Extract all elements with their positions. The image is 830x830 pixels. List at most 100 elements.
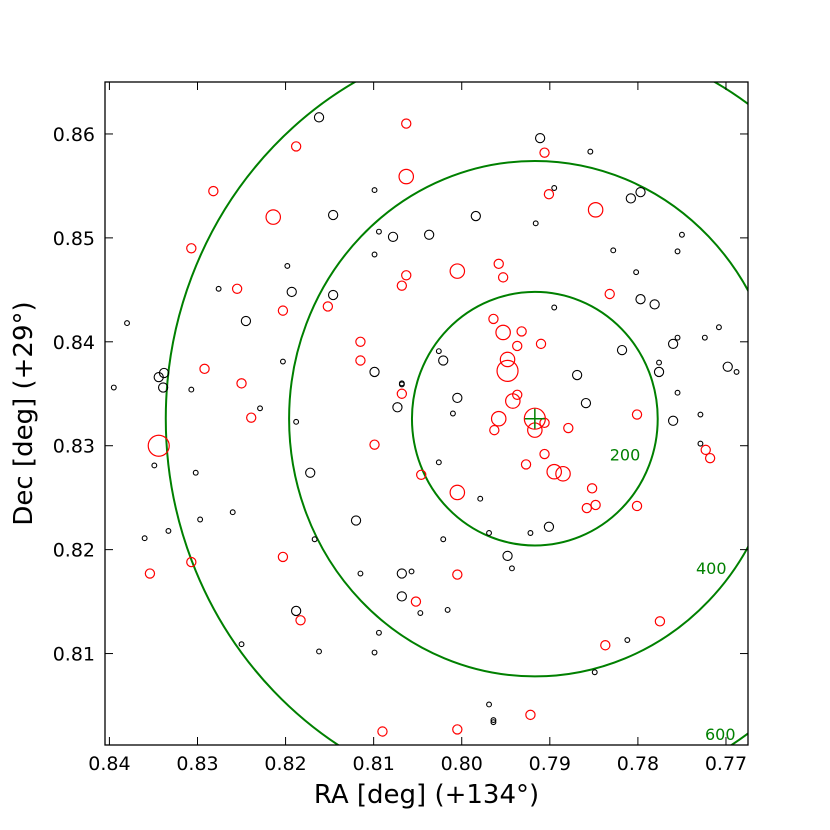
data-point-0-45: [147, 434, 170, 457]
ring-labels: 200 400 600: [610, 446, 736, 744]
data-point-0-40: [231, 283, 243, 294]
data-point-0-48: [277, 551, 289, 563]
data-point-1-18: [286, 286, 297, 298]
data-point-1-24: [313, 112, 325, 123]
data-point-0-36: [290, 141, 302, 152]
data-point-0-46: [144, 568, 156, 579]
x-tick-label: 0.79: [529, 753, 571, 775]
aperture-rings: [164, 82, 748, 745]
data-point-1-22: [311, 536, 318, 543]
data-point-0-44: [199, 363, 210, 375]
data-point-0-25: [449, 484, 466, 501]
data-point-1-62: [543, 521, 555, 532]
data-point-1-23: [316, 648, 322, 655]
data-point-1-55: [490, 717, 497, 724]
data-point-1-83: [678, 231, 685, 238]
data-point-1-76: [656, 359, 662, 366]
x-tick-label: 0.84: [88, 753, 130, 775]
data-point-1-10: [197, 516, 204, 523]
data-point-1-70: [624, 637, 631, 643]
data-point-1-88: [722, 361, 733, 372]
data-point-0-13: [546, 463, 563, 480]
data-point-0-39: [246, 412, 257, 423]
data-point-0-38: [277, 305, 289, 316]
ring-label-200: 200: [610, 446, 641, 465]
ring-400: [288, 160, 748, 678]
data-point-0-26: [398, 168, 415, 185]
data-point-1-7: [165, 527, 172, 534]
data-point-1-9: [192, 469, 199, 476]
data-point-1-26: [327, 209, 339, 221]
data-point-0-37: [265, 209, 282, 225]
x-axis-label: RA [deg] (+134°): [314, 780, 539, 810]
data-point-0-41: [236, 378, 247, 389]
data-point-0-52: [377, 726, 388, 737]
data-point-1-12: [229, 509, 236, 516]
data-point-1-15: [257, 405, 263, 412]
data-point-1-17: [284, 262, 291, 269]
data-point-1-25: [327, 289, 339, 301]
data-point-1-14: [240, 315, 252, 327]
plot-frame: [104, 81, 749, 746]
data-point-1-33: [375, 629, 382, 636]
data-point-0-16: [590, 499, 601, 511]
data-point-1-90: [591, 669, 598, 676]
data-point-0-49: [295, 615, 306, 626]
data-point-1-27: [350, 515, 362, 526]
data-point-0-31: [416, 469, 427, 481]
data-point-0-64: [600, 640, 611, 651]
data-point-1-51: [470, 210, 481, 222]
data-point-1-30: [371, 251, 378, 258]
data-point-0-47: [186, 556, 197, 568]
data-point-1-35: [387, 231, 399, 242]
data-point-0-61: [700, 444, 711, 456]
data-point-0-54: [525, 709, 536, 721]
data-point-1-43: [423, 229, 435, 240]
data-point-0-9: [520, 459, 532, 470]
data-point-0-23: [497, 272, 509, 283]
data-point-1-73: [635, 187, 646, 198]
data-point-0-34: [355, 355, 366, 366]
data-point-1-4: [157, 382, 169, 393]
y-tick-label: 0.81: [53, 644, 95, 666]
data-point-1-38: [398, 381, 405, 388]
data-point-1-77: [653, 366, 665, 378]
data-point-0-32: [369, 439, 380, 450]
data-point-1-6: [141, 535, 148, 542]
ring-label-600: 600: [705, 725, 736, 744]
data-point-1-58: [508, 565, 515, 572]
data-point-0-12: [539, 448, 550, 460]
data-point-1-66: [580, 397, 592, 409]
data-point-1-52: [477, 495, 484, 502]
y-axis-label: Dec [deg] (+29°): [9, 301, 39, 525]
data-point-1-59: [527, 530, 534, 536]
data-point-0-29: [396, 280, 408, 291]
data-point-1-89: [733, 368, 740, 375]
data-point-1-85: [697, 440, 704, 447]
data-point-1-87: [715, 324, 722, 331]
data-point-1-19: [293, 418, 300, 425]
y-tick-label: 0.83: [53, 436, 95, 458]
data-point-1-78: [667, 338, 679, 350]
data-point-1-36: [392, 402, 403, 413]
data-point-1-21: [305, 467, 316, 478]
x-tick-label: 0.78: [617, 753, 659, 775]
data-point-0-6: [505, 393, 521, 409]
data-point-1-64: [551, 185, 558, 191]
data-point-1-3: [153, 371, 164, 383]
data-point-0-4: [499, 351, 516, 368]
data-point-1-49: [452, 392, 463, 404]
data-point-1-28: [357, 570, 364, 577]
y-axis-ticks: 0.81 0.82 0.83 0.84 0.85 0.86: [53, 124, 748, 666]
data-point-1-5: [151, 462, 158, 469]
data-point-0-18: [586, 483, 598, 494]
data-point-0-5: [512, 389, 523, 400]
ring-label-400: 400: [696, 559, 727, 578]
y-tick-label: 0.84: [53, 332, 95, 354]
x-tick-label: 0.81: [352, 753, 394, 775]
data-point-0-17: [581, 502, 593, 514]
data-point-1-54: [486, 701, 492, 708]
data-point-1-13: [238, 641, 245, 648]
data-point-1-79: [667, 415, 679, 426]
